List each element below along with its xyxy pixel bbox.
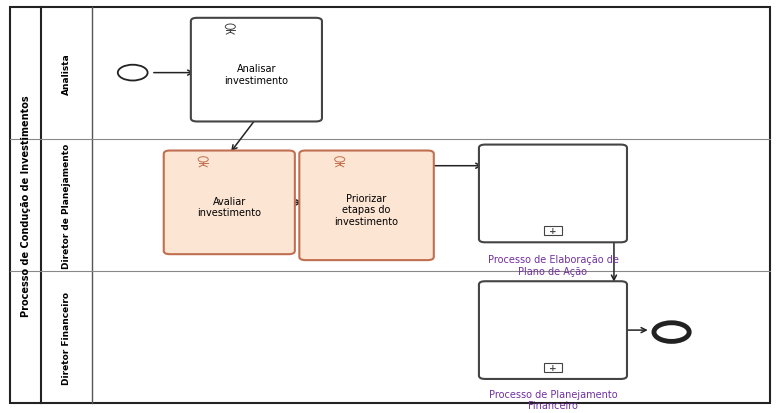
Text: Processo de Elaboração de
Plano de Ação: Processo de Elaboração de Plano de Ação <box>488 254 619 276</box>
Text: +: + <box>549 227 557 235</box>
Bar <box>544 363 562 372</box>
FancyBboxPatch shape <box>479 145 627 243</box>
Circle shape <box>335 157 345 163</box>
Text: Diretor de Planejamento: Diretor de Planejamento <box>62 143 71 268</box>
Text: Avaliar
investimento: Avaliar investimento <box>197 196 261 218</box>
FancyBboxPatch shape <box>191 19 322 122</box>
FancyBboxPatch shape <box>164 151 295 254</box>
Text: +: + <box>549 363 557 372</box>
FancyBboxPatch shape <box>300 151 434 261</box>
Text: Analista: Analista <box>62 53 71 95</box>
Circle shape <box>225 25 236 30</box>
Circle shape <box>198 157 208 163</box>
Text: Analisar
investimento: Analisar investimento <box>225 64 289 85</box>
Text: Processo de Condução de Investimentos: Processo de Condução de Investimentos <box>21 95 30 316</box>
FancyBboxPatch shape <box>479 282 627 379</box>
Bar <box>544 227 562 235</box>
Circle shape <box>118 66 147 81</box>
Text: Diretor Financeiro: Diretor Financeiro <box>62 291 71 384</box>
Text: Processo de Planejamento
Financeiro: Processo de Planejamento Financeiro <box>488 389 617 410</box>
Text: Priorizar
etapas do
investimento: Priorizar etapas do investimento <box>335 193 399 226</box>
Circle shape <box>654 323 690 342</box>
